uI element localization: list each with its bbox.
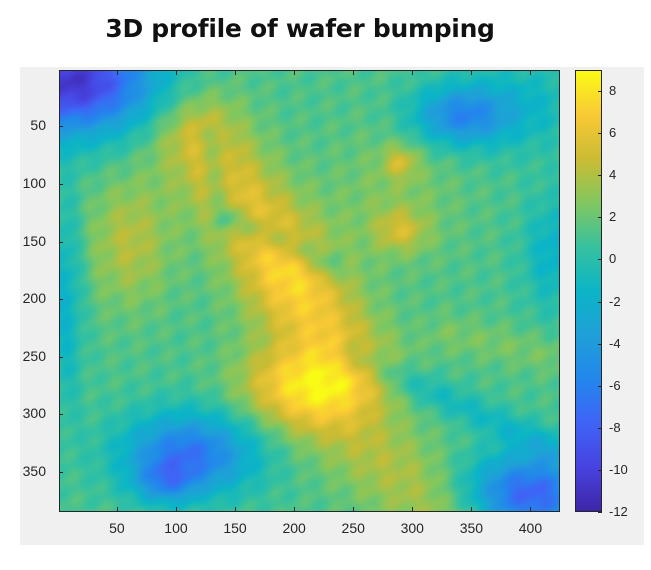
colorbar-tick-label: 0 — [609, 251, 617, 267]
x-tick-mark — [530, 507, 532, 511]
x-tick-label: 250 — [341, 520, 365, 536]
y-tick-mark — [59, 471, 63, 473]
colorbar-tick-label: -10 — [609, 461, 628, 477]
y-tick-mark — [59, 183, 63, 185]
x-tick-mark — [294, 71, 296, 75]
colorbar-tick-mark — [598, 512, 602, 513]
x-tick-mark — [175, 71, 177, 75]
y-tick-label: 300 — [22, 405, 46, 422]
y-tick-mark — [59, 356, 63, 358]
colorbar-tick-label: -4 — [609, 335, 621, 351]
colorbar-tick-mark — [598, 217, 602, 219]
x-tick-label: 50 — [109, 520, 125, 536]
x-tick-mark — [353, 507, 355, 511]
x-tick-mark — [235, 507, 237, 511]
heatmap-plot-area — [59, 70, 560, 512]
y-tick-label: 250 — [22, 347, 46, 364]
x-tick-mark — [412, 507, 414, 511]
y-tick-label: 50 — [30, 117, 46, 134]
x-tick-label: 100 — [164, 520, 188, 536]
x-tick-mark — [294, 507, 296, 511]
x-tick-mark — [471, 507, 473, 511]
x-tick-mark — [353, 71, 355, 75]
y-tick-label: 350 — [22, 462, 46, 479]
x-tick-label: 300 — [400, 520, 424, 536]
y-tick-label: 100 — [22, 174, 46, 191]
x-tick-mark — [235, 71, 237, 75]
x-tick-mark — [471, 71, 473, 75]
colorbar-tick-mark — [598, 469, 602, 471]
colorbar-tick-mark — [598, 175, 602, 177]
x-tick-mark — [412, 71, 414, 75]
heatmap-image — [60, 71, 559, 511]
colorbar-tick-label: -12 — [609, 504, 628, 519]
colorbar-tick-mark — [598, 301, 602, 303]
x-tick-label: 200 — [282, 520, 306, 536]
y-tick-mark — [59, 414, 63, 416]
colorbar-tick-label: 4 — [609, 167, 617, 183]
x-tick-label: 400 — [518, 520, 543, 536]
y-tick-mark — [59, 299, 63, 301]
x-tick-mark — [116, 71, 118, 75]
colorbar-tick-label: 6 — [609, 125, 617, 141]
y-tick-mark — [59, 241, 63, 243]
colorbar-tick-mark — [598, 259, 602, 261]
y-tick-label: 150 — [22, 232, 46, 249]
colorbar-tick-mark — [598, 91, 602, 93]
colorbar-tick-label: -2 — [609, 293, 621, 309]
colorbar-tick-label: -8 — [609, 419, 621, 435]
x-tick-label: 350 — [459, 520, 484, 536]
colorbar-tick-mark — [598, 385, 602, 387]
y-tick-mark — [59, 126, 63, 128]
x-tick-mark — [116, 507, 118, 511]
colorbar-tick-label: 8 — [609, 83, 617, 99]
colorbar — [575, 70, 602, 512]
colorbar-tick-mark — [598, 343, 602, 345]
y-tick-label: 200 — [22, 290, 46, 307]
colorbar-tick-label: -6 — [609, 377, 621, 393]
x-tick-mark — [530, 71, 532, 75]
colorbar-tick-mark — [598, 133, 602, 135]
colorbar-tick-mark — [598, 427, 602, 429]
chart-title: 3D profile of wafer bumping — [105, 14, 495, 43]
x-tick-label: 150 — [223, 520, 247, 536]
colorbar-tick-label: 2 — [609, 209, 617, 225]
x-tick-mark — [175, 507, 177, 511]
